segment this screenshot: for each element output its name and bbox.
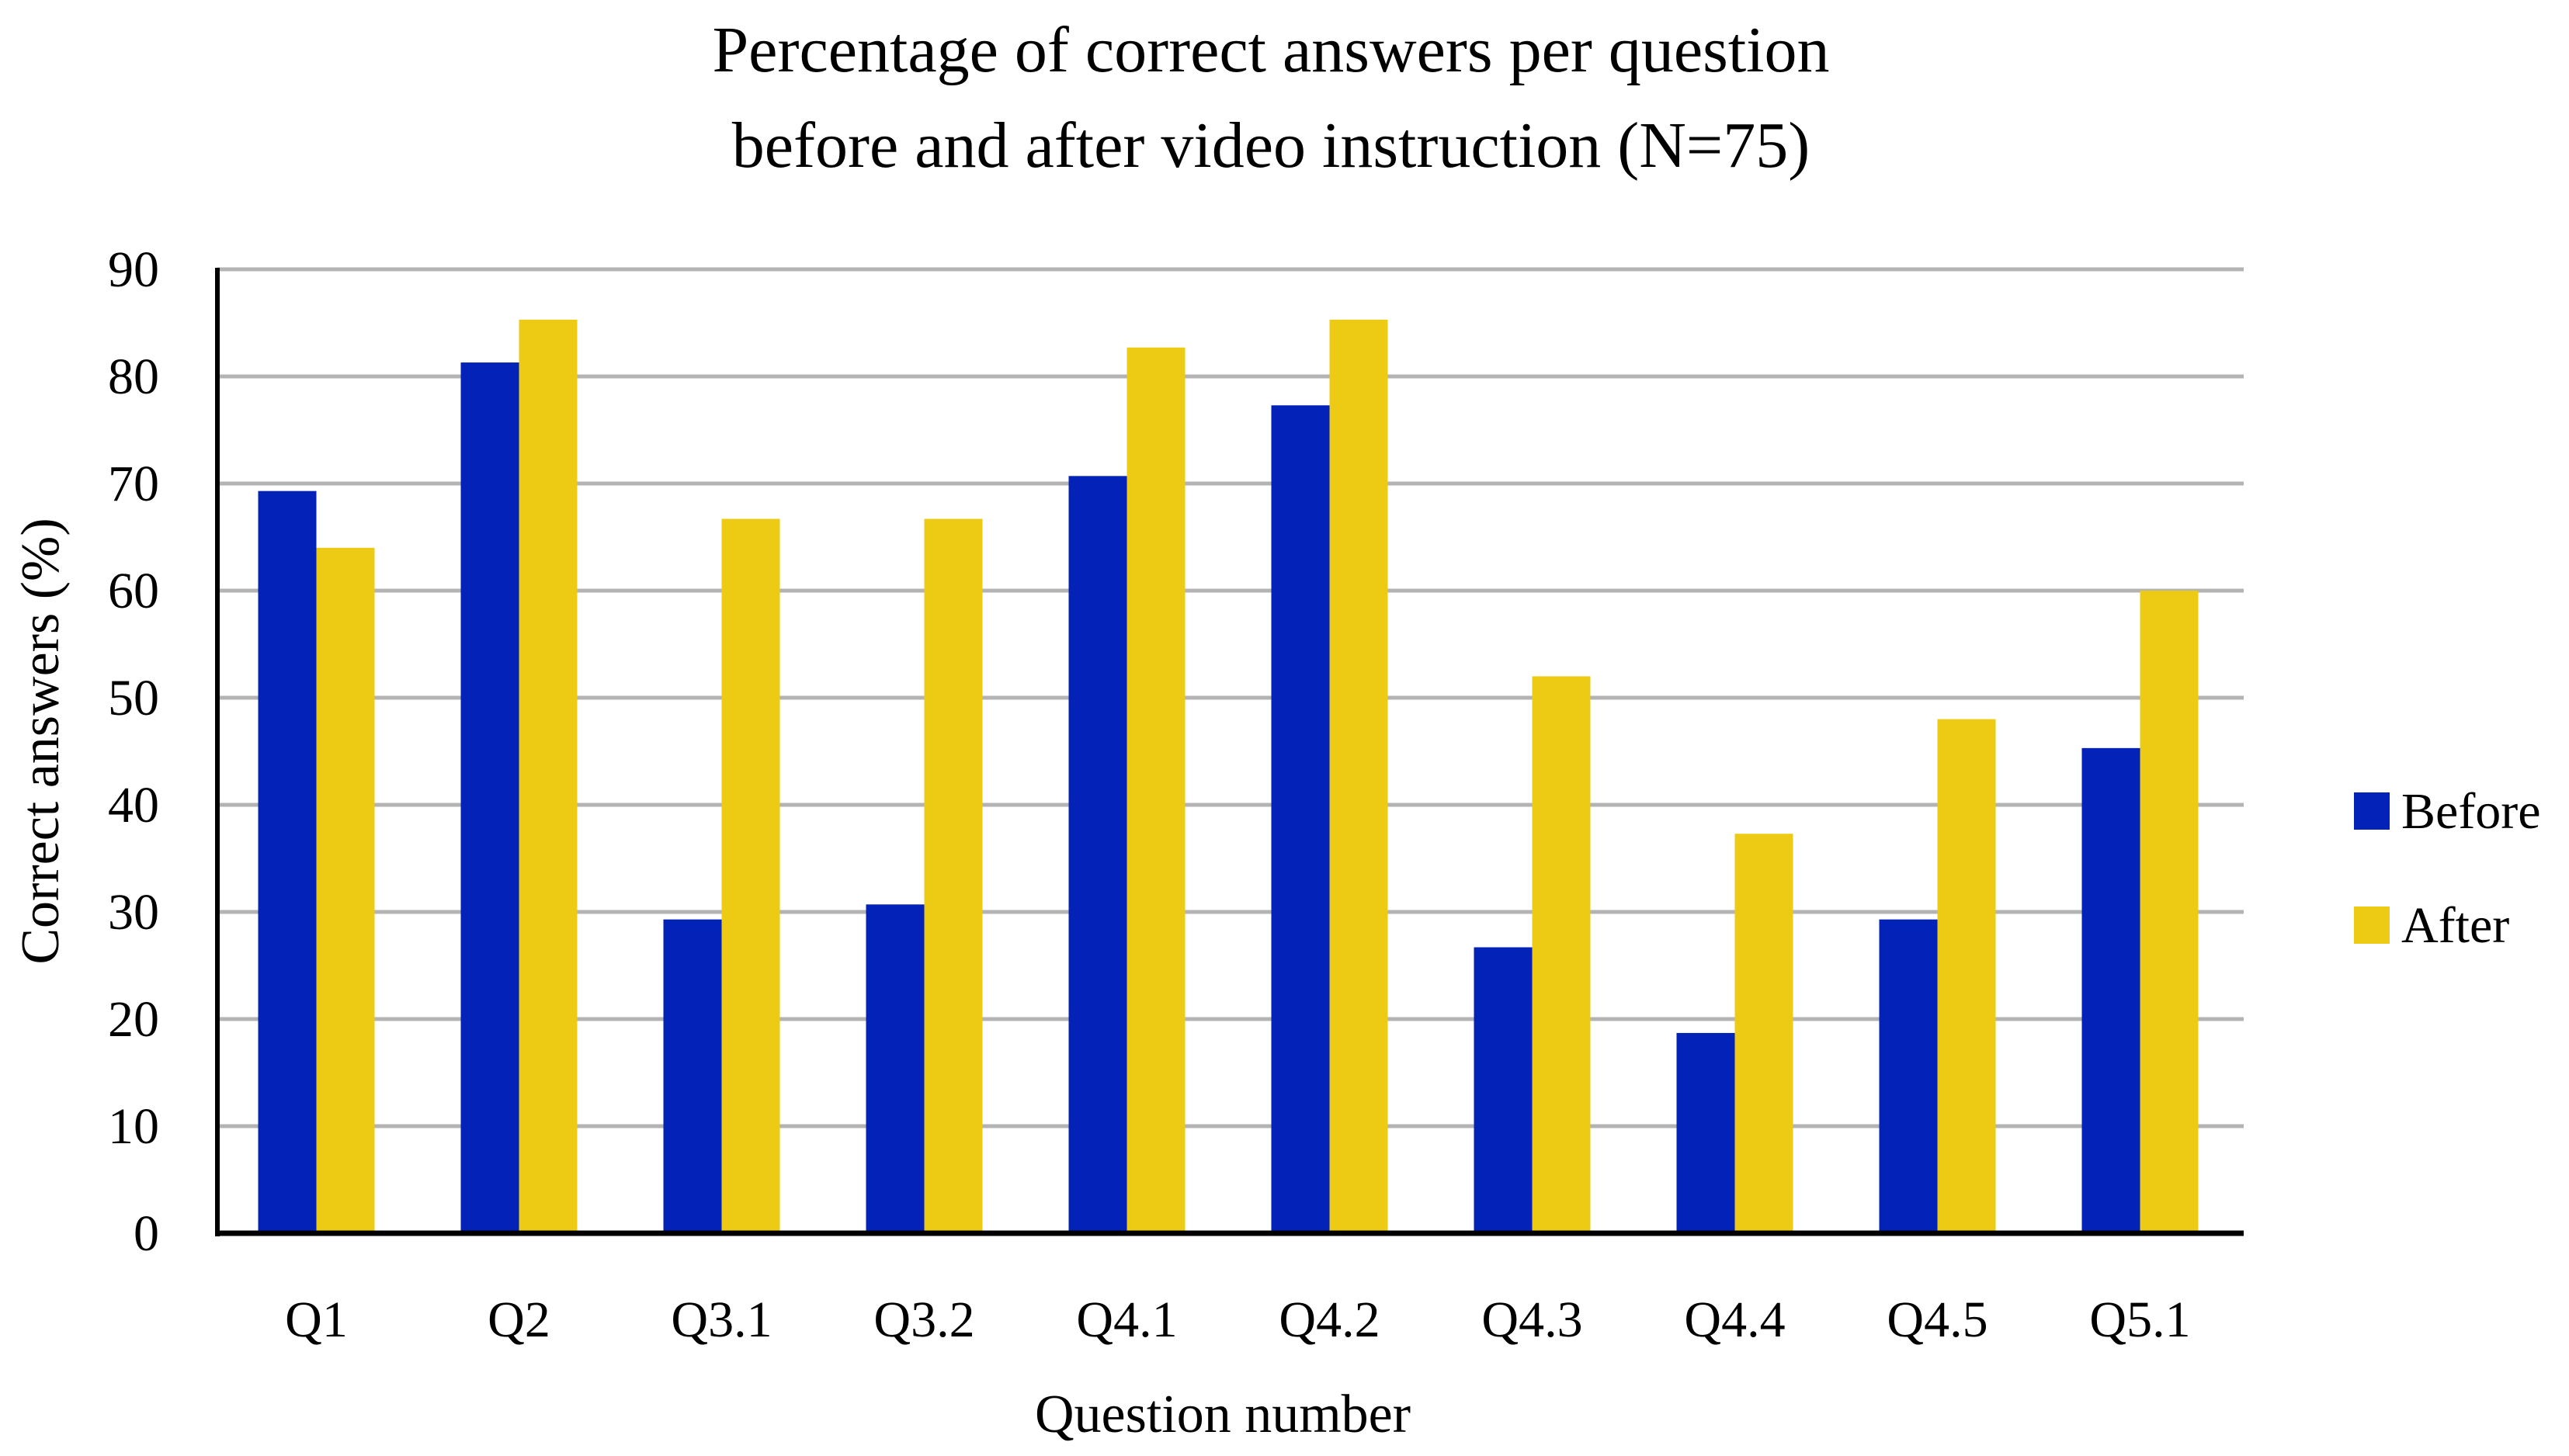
x-tick-label: Q4.5 bbox=[1887, 1291, 1988, 1348]
x-tick-label: Q5.1 bbox=[2089, 1291, 2190, 1348]
bar-before-q4-2 bbox=[1271, 405, 1330, 1233]
bar-after-q5-1 bbox=[2140, 591, 2199, 1233]
bar-before-q1 bbox=[258, 491, 317, 1233]
legend-swatch-before bbox=[2354, 792, 2390, 830]
y-tick-label: 70 bbox=[108, 456, 159, 512]
chart-title-line-2: before and after video instruction (N=75… bbox=[732, 109, 1810, 182]
bar-after-q4-2 bbox=[1329, 319, 1388, 1233]
y-tick-label: 30 bbox=[108, 884, 159, 941]
bar-after-q3-2 bbox=[924, 518, 983, 1233]
bar-after-q4-1 bbox=[1127, 347, 1186, 1233]
y-tick-label: 40 bbox=[108, 777, 159, 834]
legend: Before After bbox=[2354, 783, 2541, 954]
bar-before-q3-2 bbox=[866, 904, 925, 1233]
bar-after-q3-1 bbox=[721, 518, 780, 1233]
x-tick-label: Q2 bbox=[488, 1291, 550, 1348]
y-tick-label: 50 bbox=[108, 670, 159, 726]
bars bbox=[258, 319, 2199, 1233]
y-tick-label: 80 bbox=[108, 348, 159, 405]
y-tick-label: 20 bbox=[108, 991, 159, 1048]
bar-before-q4-3 bbox=[1474, 947, 1533, 1233]
bar-before-q5-1 bbox=[2081, 747, 2140, 1233]
legend-label-before: Before bbox=[2401, 783, 2541, 840]
y-tick-label: 90 bbox=[108, 241, 159, 298]
y-tick-label: 60 bbox=[108, 563, 159, 619]
x-tick-label: Q3.1 bbox=[671, 1291, 772, 1348]
bar-before-q2 bbox=[460, 362, 519, 1233]
y-axis-title: Correct answers (%) bbox=[11, 518, 71, 964]
bar-after-q4-4 bbox=[1734, 834, 1793, 1233]
bar-before-q4-4 bbox=[1676, 1032, 1735, 1233]
legend-label-after: After bbox=[2401, 897, 2509, 954]
x-tick-label: Q4.3 bbox=[1481, 1291, 1582, 1348]
x-axis-title: Question number bbox=[1035, 1385, 1411, 1444]
y-tick-label: 10 bbox=[108, 1098, 159, 1155]
x-tick-label: Q4.2 bbox=[1279, 1291, 1380, 1348]
bar-before-q4-5 bbox=[1879, 919, 1938, 1233]
y-tick-label: 0 bbox=[134, 1205, 159, 1262]
chart-title-line-1: Percentage of correct answers per questi… bbox=[712, 14, 1829, 86]
x-tick-label: Q4.4 bbox=[1684, 1291, 1785, 1348]
y-tick-labels: 0 10 20 30 40 50 60 70 80 90 bbox=[108, 241, 159, 1262]
x-tick-label: Q4.1 bbox=[1076, 1291, 1177, 1348]
axes bbox=[215, 268, 2244, 1236]
x-tick-labels: Q1 Q2 Q3.1 Q3.2 Q4.1 Q4.2 Q4.3 Q4.4 Q4.5 Q5.1 bbox=[285, 1291, 2190, 1348]
x-tick-label: Q3.2 bbox=[873, 1291, 974, 1348]
bar-after-q1 bbox=[316, 547, 375, 1233]
x-tick-label: Q1 bbox=[285, 1291, 348, 1348]
bar-after-q4-5 bbox=[1937, 719, 1996, 1233]
bar-after-q4-3 bbox=[1532, 676, 1591, 1233]
legend-swatch-after bbox=[2354, 907, 2390, 944]
bar-before-q4-1 bbox=[1068, 476, 1127, 1233]
bar-after-q2 bbox=[519, 319, 578, 1233]
bar-before-q3-1 bbox=[663, 919, 722, 1233]
